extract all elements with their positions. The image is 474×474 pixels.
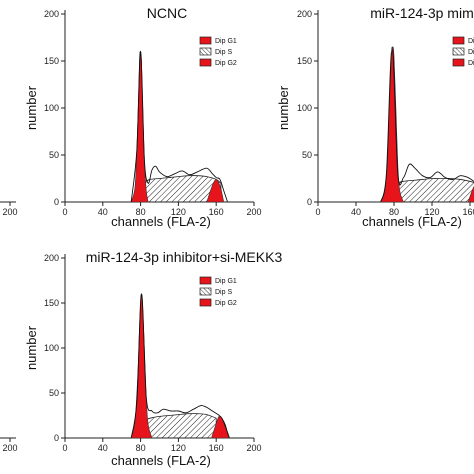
y-axis-label: number bbox=[24, 85, 39, 130]
x-axis-label: channels (FLA-2) bbox=[111, 214, 211, 229]
y-tick-label: 0 bbox=[54, 433, 59, 443]
legend-swatch bbox=[199, 298, 212, 307]
legend-label: Dip G1 bbox=[468, 38, 474, 45]
x-tick-label: 160 bbox=[462, 207, 474, 217]
chart-panel-left-top-partial: 200 bbox=[0, 201, 18, 217]
legend-label: Dip G2 bbox=[215, 60, 237, 67]
series-dip-s-area bbox=[143, 413, 217, 439]
x-tick-label: 120 bbox=[171, 443, 186, 453]
x-tick-label: 40 bbox=[98, 207, 108, 217]
chart-panel-ncnc: NCNC 0 50 100 150 200 0 40 80 120 160 200 channels (… bbox=[24, 5, 262, 229]
chart-title: NCNC bbox=[147, 5, 187, 21]
y-tick-label: 50 bbox=[302, 150, 312, 160]
y-tick-label: 200 bbox=[297, 9, 312, 19]
x-tick-label: 200 bbox=[2, 443, 17, 453]
chart-panel-inhibitor: miR-124-3p inhibitor+si-MEKK3 0 50 100 150 20… bbox=[24, 249, 282, 468]
y-tick-label: 50 bbox=[49, 388, 59, 398]
series-dip-g2-area bbox=[206, 179, 225, 203]
x-tick-label: 160 bbox=[209, 443, 224, 453]
x-tick-label: 0 bbox=[315, 207, 320, 217]
series-dip-s-area bbox=[140, 175, 222, 203]
x-tick-label: 0 bbox=[62, 207, 67, 217]
histogram-outline bbox=[130, 293, 230, 439]
legend-label: Dip S bbox=[468, 49, 474, 56]
legend-swatch bbox=[199, 287, 212, 296]
histogram-outline bbox=[130, 51, 228, 203]
legend-swatch bbox=[199, 47, 212, 56]
y-tick-label: 100 bbox=[44, 103, 59, 113]
x-tick-label: 200 bbox=[246, 443, 261, 453]
x-tick-label: 120 bbox=[171, 207, 186, 217]
x-tick-label: 0 bbox=[62, 443, 67, 453]
y-tick-label: 100 bbox=[44, 343, 59, 353]
series-dip-g1-area bbox=[380, 46, 404, 203]
histogram-outline bbox=[380, 46, 474, 203]
y-tick-label: 200 bbox=[44, 9, 59, 19]
legend-swatch bbox=[199, 36, 212, 45]
x-axis-label: channels (FLA-2) bbox=[111, 453, 211, 468]
legend-swatch bbox=[199, 58, 212, 67]
x-tick-label: 200 bbox=[246, 207, 261, 217]
chart-title: miR-124-3p mim bbox=[370, 5, 473, 21]
x-tick-label: 40 bbox=[351, 207, 361, 217]
legend-label: Dip S bbox=[215, 49, 232, 56]
y-tick-label: 0 bbox=[54, 197, 59, 207]
chart-panel-left-bottom-partial: 200 bbox=[0, 437, 18, 453]
legend-label: Dip G1 bbox=[215, 278, 237, 285]
y-tick-label: 0 bbox=[307, 197, 312, 207]
x-tick-label: 80 bbox=[136, 443, 146, 453]
x-tick-label: 80 bbox=[136, 207, 146, 217]
y-tick-label: 150 bbox=[44, 56, 59, 66]
y-tick-label: 150 bbox=[297, 56, 312, 66]
y-axis-label: number bbox=[24, 325, 39, 370]
y-tick-label: 150 bbox=[44, 298, 59, 308]
series-dip-g1-area bbox=[130, 293, 153, 439]
legend-swatch bbox=[452, 58, 465, 67]
legend-swatch bbox=[452, 47, 465, 56]
series-dip-s-area bbox=[395, 178, 474, 203]
y-tick-label: 100 bbox=[297, 103, 312, 113]
legend-label: Dip G2 bbox=[468, 60, 474, 67]
y-tick-label: 200 bbox=[44, 253, 59, 263]
legend-label: Dip G1 bbox=[215, 38, 237, 45]
x-tick-label: 120 bbox=[424, 207, 439, 217]
x-tick-label: 160 bbox=[209, 207, 224, 217]
legend-label: Dip G2 bbox=[215, 300, 237, 307]
x-tick-label: 80 bbox=[389, 207, 399, 217]
legend-label: Dip S bbox=[215, 289, 232, 296]
x-tick-label: 200 bbox=[2, 207, 17, 217]
chart-panel-mimic: miR-124-3p mim05010015020004080120160200… bbox=[276, 5, 474, 229]
legend-swatch bbox=[452, 36, 465, 45]
legend-swatch bbox=[199, 276, 212, 285]
y-axis-label: number bbox=[276, 85, 291, 130]
series-dip-g2-area bbox=[467, 185, 474, 203]
chart-title: miR-124-3p inhibitor+si-MEKK3 bbox=[86, 249, 283, 265]
y-tick-label: 50 bbox=[49, 150, 59, 160]
x-axis-label: channels (FLA-2) bbox=[362, 214, 462, 229]
x-tick-label: 40 bbox=[98, 443, 108, 453]
